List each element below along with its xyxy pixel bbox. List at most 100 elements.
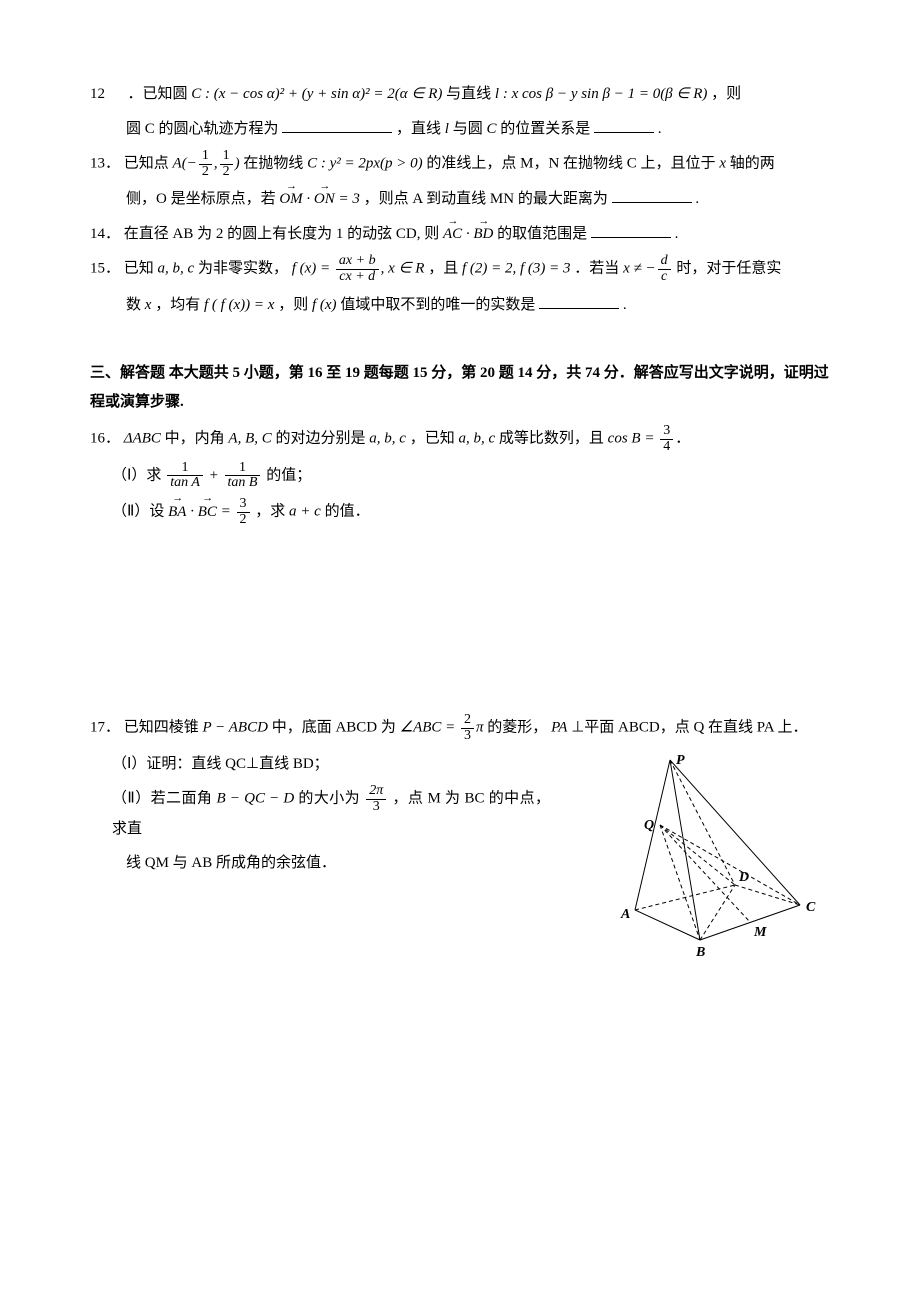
q17-p2b: 的大小为 (298, 791, 364, 807)
q13-l2b: ，则点 A 到动直线 MN 的最大距离为 (364, 191, 608, 207)
den: 2 (237, 513, 250, 528)
q16-cosB: cos B = (608, 431, 659, 447)
section-3-header: 三、解答题 本大题共 5 小题，第 16 至 19 题每题 15 分，第 20 … (90, 359, 830, 416)
q16-ABC: A, B, C (228, 431, 271, 447)
q15-fx: f (x) = (292, 261, 334, 277)
q12-l: l (445, 121, 449, 137)
q13-A: A(− (173, 156, 197, 172)
num: 3 (237, 497, 250, 513)
q15-b: 为非零实数， (198, 261, 288, 277)
q15-l2b: ，均有 (155, 297, 204, 313)
q15-x: x (145, 297, 152, 313)
q13-l2c: . (695, 191, 699, 207)
q12-eq1: C : (x − cos α)² + (y + sin α)² = 2(α ∈ … (191, 86, 442, 102)
num: d (658, 254, 671, 270)
q17-c: 的菱形， (487, 720, 547, 736)
question-13: 13． 已知点 A(−12,12) 在抛物线 C : y² = 2px(p > … (90, 149, 830, 179)
question-16-p1: （Ⅰ）求 1tan A + 1tan B 的值； (90, 461, 830, 491)
frac: 34 (660, 424, 673, 454)
question-12-line2: 圆 C 的圆心轨迹方程为 ，直线 l 与圆 C 的位置关系是 . (90, 115, 830, 144)
plus: + (209, 467, 223, 483)
den: 4 (660, 440, 673, 455)
q15-c: ，且 (428, 261, 462, 277)
q15-d: ．若当 (574, 261, 623, 277)
svg-text:B: B (695, 945, 705, 960)
q16-b: 中，内角 (165, 431, 229, 447)
num: 2 (461, 713, 474, 729)
den: cx + d (336, 270, 379, 285)
q15-num: 15． (90, 261, 120, 277)
question-17-p1: （Ⅰ）证明：直线 QC⊥直线 BD； (90, 750, 550, 779)
q13-num: 13． (90, 156, 120, 172)
frac: 23 (461, 713, 474, 743)
den: 3 (461, 729, 474, 744)
q17-pabcd: P − ABCD (203, 720, 268, 736)
eq3: = 3 (339, 191, 360, 207)
svg-text:Q: Q (644, 818, 654, 833)
q12-num: 12 (90, 86, 105, 102)
frac: 12 (220, 149, 233, 179)
question-17-p3: 线 QM 与 AB 所成角的余弦值． (90, 849, 550, 878)
vec-BC: BC (198, 498, 217, 527)
num: 1 (220, 149, 233, 165)
q13-a: 已知点 (124, 156, 173, 172)
vec-ON: ON (314, 185, 335, 214)
q13-d: 轴的两 (730, 156, 775, 172)
q16-abc2: a, b, c (458, 431, 495, 447)
pyramid-figure: PQABCDM (570, 750, 840, 981)
q15-e: 时，对于任意实 (676, 261, 781, 277)
q16-p1b: 的值； (266, 467, 311, 483)
svg-text:C: C (806, 900, 816, 915)
frac: 1tan B (225, 461, 261, 491)
q17-pi: π (476, 720, 484, 736)
vec-BD: BD (473, 220, 493, 249)
q15-l2e: . (623, 297, 627, 313)
q15-fx2: f (x) (312, 297, 337, 313)
q17-p2a: （Ⅱ）若二面角 (112, 791, 216, 807)
svg-text:M: M (753, 925, 767, 940)
q16-d: ，已知 (410, 431, 459, 447)
num: 1 (199, 149, 212, 165)
frac: 1tan A (167, 461, 203, 491)
blank (594, 118, 654, 133)
q16-tri: ΔABC (124, 431, 161, 447)
question-16-p2: （Ⅱ）设 BA · BC = 32 ，求 a + c 的值． (90, 497, 830, 527)
svg-text:A: A (620, 907, 630, 922)
q15-abc: a, b, c (158, 261, 195, 277)
dot: · (466, 226, 474, 242)
q16-ac: a + c (289, 504, 321, 520)
q13-l2a: 侧，O 是坐标原点，若 (126, 191, 279, 207)
blank (612, 189, 692, 204)
q16-e: 成等比数列，且 (499, 431, 608, 447)
q12-t3: ，则 (711, 86, 741, 102)
frac: dc (658, 254, 671, 284)
q12-t2: 与直线 (446, 86, 495, 102)
question-14: 14． 在直径 AB 为 2 的圆上有长度为 1 的动弦 CD, 则 AC · … (90, 220, 830, 249)
q14-num: 14． (90, 226, 120, 242)
q16-p2a: （Ⅱ）设 (112, 504, 168, 520)
q17-a: 已知四棱锥 (124, 720, 203, 736)
question-17-p2: （Ⅱ）若二面角 B − QC − D 的大小为 2π3 ，点 M 为 BC 的中… (90, 784, 550, 843)
q15-a: 已知 (124, 261, 158, 277)
num: 1 (225, 461, 261, 477)
q12-l2c: 与圆 (453, 121, 487, 137)
frac: ax + bcx + d (336, 254, 379, 284)
q16-p2b: ，求 (255, 504, 289, 520)
q17-ang: ∠ABC = (400, 720, 459, 736)
vec-BA: BA (168, 498, 186, 527)
blank (282, 118, 392, 133)
q13-c: 的准线上，点 M，N 在抛物线 C 上，且位于 (426, 156, 719, 172)
num: 3 (660, 424, 673, 440)
q12-l2d: 的位置关系是 (500, 121, 590, 137)
den: 3 (366, 800, 386, 815)
question-16: 16． ΔABC 中，内角 A, B, C 的对边分别是 a, b, c ，已知… (90, 424, 830, 454)
question-15-line2: 数 x ，均有 f ( f (x)) = x ，则 f (x) 值域中取不到的唯… (90, 291, 830, 320)
q15-f23: f (2) = 2, f (3) = 3 (462, 261, 571, 277)
q12-t1: ．已知圆 (128, 86, 188, 102)
frac: 12 (199, 149, 212, 179)
num: 2π (366, 784, 386, 800)
q16-p1a: （Ⅰ）求 (112, 467, 165, 483)
den: 2 (199, 165, 212, 180)
frac: 32 (237, 497, 250, 527)
vec-OM: OM (279, 185, 302, 214)
